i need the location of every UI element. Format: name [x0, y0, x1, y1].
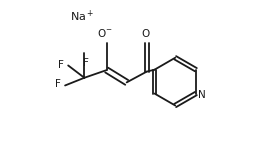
- Text: Na$^+$: Na$^+$: [70, 8, 94, 24]
- Text: O$^{-}$: O$^{-}$: [97, 26, 113, 38]
- Text: F: F: [55, 79, 61, 89]
- Text: N: N: [198, 90, 206, 100]
- Text: O: O: [141, 28, 149, 38]
- Text: F: F: [83, 58, 89, 68]
- Text: F: F: [59, 61, 64, 70]
